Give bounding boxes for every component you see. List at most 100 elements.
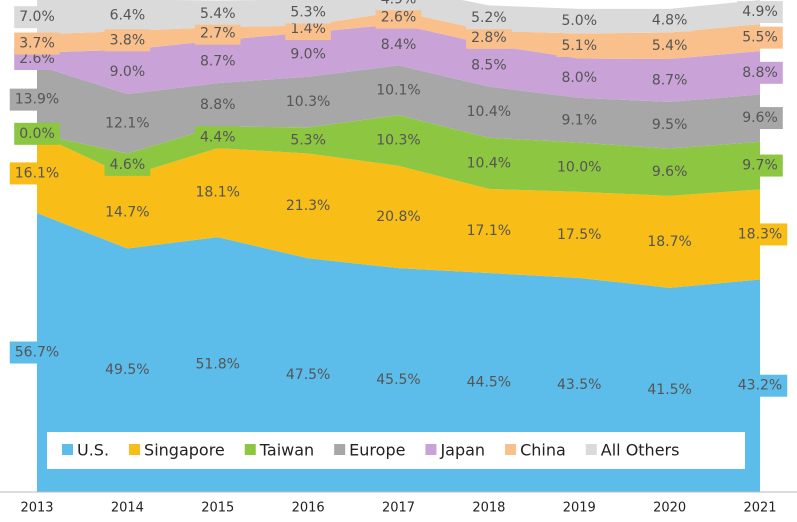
- value-label-box: [646, 69, 693, 92]
- value-label: 4.9%: [737, 1, 783, 24]
- value-label-text: 17.1%: [467, 223, 511, 239]
- value-label-box: [285, 1, 331, 24]
- value-label-box: [556, 10, 603, 33]
- value-label-text: 44.5%: [467, 375, 511, 391]
- value-label-box: [642, 378, 697, 401]
- legend-label: Singapore: [144, 441, 225, 460]
- value-label: 5.5%: [737, 26, 783, 49]
- legend-label: Japan: [439, 441, 485, 460]
- value-label: 16.1%: [9, 162, 65, 185]
- value-label-box: [646, 114, 693, 137]
- value-label-text: 5.4%: [652, 38, 688, 54]
- value-label-box: [642, 230, 697, 253]
- value-label-box: [461, 219, 517, 242]
- value-label: 8.7%: [646, 69, 693, 92]
- value-label-box: [104, 153, 151, 176]
- value-label-box: [556, 35, 603, 58]
- value-label-box: [194, 126, 241, 149]
- value-label-text: 10.4%: [467, 104, 511, 120]
- value-label: 4.4%: [194, 126, 241, 149]
- legend-swatch: [244, 444, 256, 455]
- value-label-text: 14.7%: [105, 204, 149, 220]
- value-label-box: [371, 205, 426, 228]
- value-label-box: [466, 26, 512, 49]
- value-label-box: [375, 0, 422, 11]
- x-tick-label: 2018: [472, 501, 505, 516]
- value-label-box: [737, 1, 783, 24]
- value-label-box: [552, 223, 607, 246]
- value-label-text: 2.8%: [471, 30, 507, 46]
- value-label: 10.3%: [280, 91, 336, 114]
- value-label-box: [14, 32, 60, 55]
- value-label: 17.1%: [461, 219, 517, 242]
- legend-label: Taiwan: [259, 441, 314, 460]
- legend-swatch: [425, 444, 437, 455]
- area: [37, 65, 760, 154]
- value-label: 5.1%: [556, 35, 603, 58]
- value-label-box: [9, 162, 65, 185]
- value-label-text: 47.5%: [286, 367, 330, 383]
- value-label-box: [190, 181, 245, 204]
- value-label: 7.0%: [14, 6, 60, 29]
- value-label: 43.5%: [552, 373, 607, 396]
- value-label: 10.1%: [371, 79, 426, 102]
- value-label-box: [375, 6, 422, 29]
- value-label-box: [552, 373, 607, 396]
- value-label-box: [14, 122, 60, 145]
- value-label-text: 18.1%: [196, 185, 240, 201]
- value-label: 2.6%: [375, 6, 422, 29]
- legend-swatch: [585, 444, 597, 455]
- value-label-text: 18.3%: [738, 226, 782, 242]
- value-label-text: 4.8%: [652, 13, 688, 29]
- value-label: 9.1%: [556, 109, 603, 132]
- value-label-text: 10.0%: [557, 159, 601, 175]
- x-tick-label: 2017: [382, 501, 415, 516]
- value-label: 5.3%: [285, 129, 331, 152]
- value-label: 18.1%: [190, 181, 245, 204]
- value-label: 3.8%: [104, 29, 151, 52]
- legend-swatch: [62, 444, 73, 455]
- value-label: 5.2%: [466, 7, 512, 30]
- legend-label: U.S.: [77, 441, 109, 460]
- value-label: 3.7%: [14, 32, 60, 55]
- value-label-text: 4.4%: [200, 129, 236, 145]
- value-label-text: 8.7%: [200, 54, 236, 70]
- value-label: 18.7%: [642, 230, 697, 253]
- value-label-box: [285, 43, 331, 66]
- value-label-text: 4.9%: [381, 0, 417, 7]
- value-label-box: [371, 79, 426, 102]
- legend-swatch: [129, 444, 141, 455]
- value-label: 6.4%: [104, 4, 151, 27]
- value-label: 10.4%: [461, 152, 517, 175]
- value-label-text: 5.5%: [742, 30, 778, 46]
- value-label-text: 1.4%: [290, 21, 326, 37]
- legend-label: All Others: [601, 441, 680, 460]
- x-tick-label: 2020: [653, 501, 686, 516]
- value-label-text: 8.8%: [742, 65, 778, 81]
- value-label-box: [732, 223, 788, 246]
- value-label-box: [461, 101, 517, 124]
- value-label: 10.4%: [461, 101, 517, 124]
- value-label: 5.0%: [556, 10, 603, 33]
- value-label-text: 2.7%: [200, 26, 236, 42]
- x-tick-label: 2015: [201, 501, 234, 516]
- value-label-box: [14, 6, 60, 29]
- value-label-text: 8.0%: [561, 70, 597, 86]
- value-label-box: [375, 33, 422, 56]
- value-label: 8.8%: [194, 93, 241, 116]
- value-label-text: 17.5%: [557, 227, 601, 243]
- value-label: 17.5%: [552, 223, 607, 246]
- value-label-box: [737, 26, 783, 49]
- value-label-box: [285, 129, 331, 152]
- value-label: 44.5%: [461, 371, 517, 394]
- value-label-text: 9.0%: [290, 47, 326, 63]
- value-label-box: [104, 29, 151, 52]
- value-label-text: 9.0%: [110, 64, 146, 80]
- value-label: 9.5%: [646, 114, 693, 137]
- value-label: 8.0%: [556, 67, 603, 90]
- x-tick-label: 2019: [563, 501, 596, 516]
- value-label-box: [552, 156, 607, 179]
- value-label-text: 5.1%: [561, 38, 597, 54]
- x-tick-label: 2013: [20, 501, 53, 516]
